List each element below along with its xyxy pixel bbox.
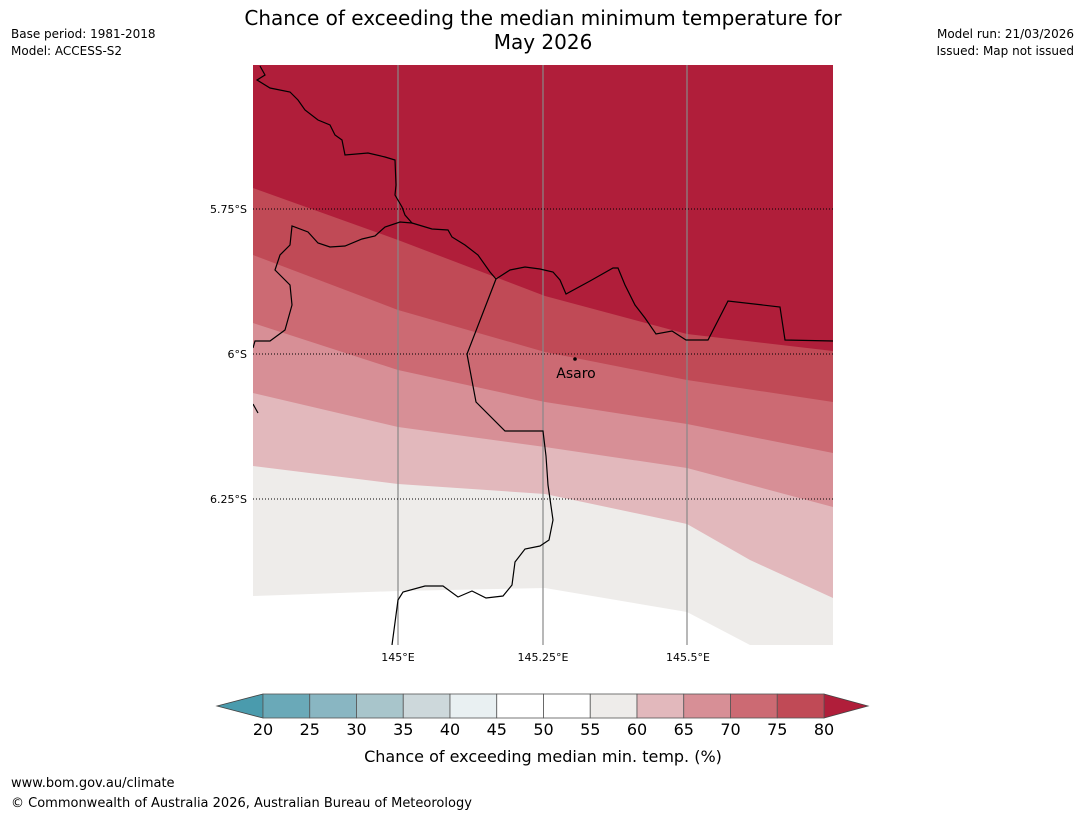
- colorbar-tick-label: 40: [440, 720, 460, 739]
- parallel-lines: [253, 208, 833, 500]
- model-run: Model run: 21/03/2026: [936, 27, 1074, 41]
- lat-label: 6°S: [228, 348, 247, 361]
- colorbar-segment: [543, 693, 591, 719]
- colorbar-segment: [683, 693, 731, 719]
- meta-right: Model run: 21/03/2026 Issued: Map not is…: [936, 26, 1074, 60]
- colorbar-extend-low: [215, 693, 264, 719]
- page-title: Chance of exceeding the median minimum t…: [200, 6, 886, 54]
- lon-label: 145.5°E: [666, 651, 710, 664]
- place-label-asaro: Asaro: [556, 366, 595, 382]
- colorbar-tick-label: 55: [580, 720, 600, 739]
- meridian-lines: [397, 65, 688, 645]
- colorbar-tick-label: 75: [767, 720, 787, 739]
- colorbar-label: Chance of exceeding median min. temp. (%…: [364, 747, 722, 766]
- colorbar-segment: [356, 693, 404, 719]
- base-period: Base period: 1981-2018: [11, 27, 156, 41]
- lon-axis-labels: 145°E 145.25°E 145.5°E: [381, 651, 710, 664]
- colorbar-extend-high: [823, 693, 870, 719]
- province-borders: [253, 65, 833, 645]
- footer-copyright: © Commonwealth of Australia 2026, Austra…: [11, 796, 472, 811]
- colorbar-segment: [589, 693, 638, 719]
- colorbar-segment: [636, 693, 685, 719]
- colorbar-segment: [402, 693, 451, 719]
- colorbar-tick-label: 50: [533, 720, 553, 739]
- colorbar-tick-label: 80: [814, 720, 834, 739]
- model-name: Model: ACCESS-S2: [11, 44, 123, 58]
- lat-label: 5.75°S: [210, 203, 247, 216]
- colorbar-segment: [496, 693, 544, 719]
- asaro-dot: [573, 357, 577, 361]
- colorbar-tick-label: 65: [674, 720, 694, 739]
- colorbar-tick-label: 45: [487, 720, 507, 739]
- colorbar-tick-label: 60: [627, 720, 647, 739]
- lon-label: 145°E: [381, 651, 414, 664]
- colorbar-tick-label: 70: [720, 720, 740, 739]
- lat-label: 6.25°S: [210, 493, 247, 506]
- footer-url: www.bom.gov.au/climate: [11, 776, 175, 791]
- colorbar-tick-label: 20: [253, 720, 273, 739]
- lat-axis-labels: 5.75°S 6°S 6.25°S: [210, 203, 247, 506]
- colorbar-tick-label: 25: [300, 720, 320, 739]
- colorbar-segment: [262, 693, 311, 719]
- issued-status: Issued: Map not issued: [936, 44, 1074, 58]
- title-line-2: May 2026: [493, 30, 593, 54]
- colorbar-segment: [449, 693, 498, 719]
- colorbar-segment: [730, 693, 778, 719]
- place-marker: Asaro: [556, 357, 596, 382]
- colorbar: 20 25 30 35 40 45 50 55 60 65 70 75 80: [215, 693, 870, 739]
- colorbar-tick-label: 35: [393, 720, 413, 739]
- colorbar-segment: [309, 693, 357, 719]
- colorbar-segment: [776, 693, 825, 719]
- lon-label: 145.25°E: [518, 651, 569, 664]
- colorbar-tick-label: 30: [346, 720, 366, 739]
- meta-left: Base period: 1981-2018 Model: ACCESS-S2: [11, 26, 156, 60]
- white-band-bottom: [253, 588, 750, 645]
- forecast-map: [253, 65, 833, 645]
- title-line-1: Chance of exceeding the median minimum t…: [244, 6, 842, 30]
